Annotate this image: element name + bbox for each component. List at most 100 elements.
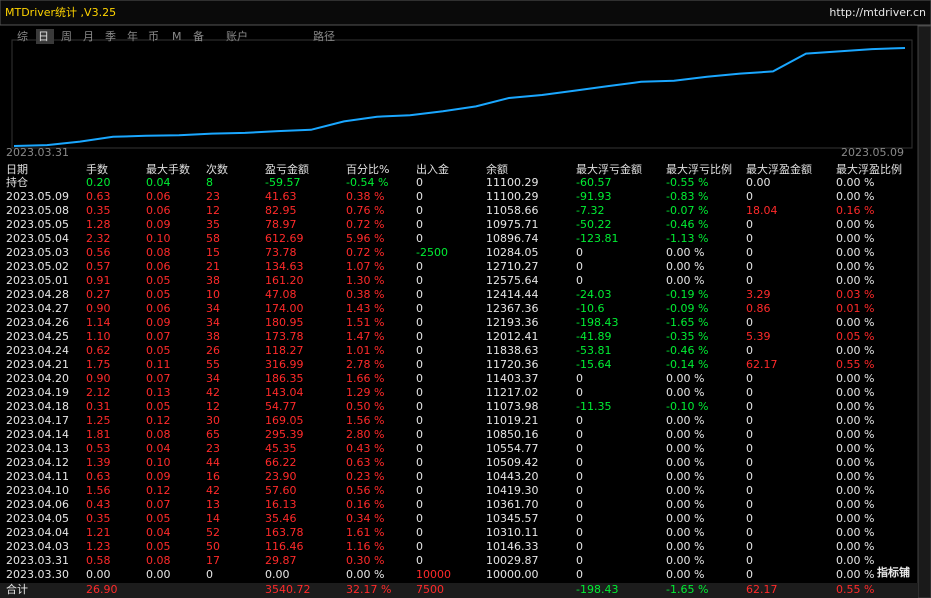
cell: 0 — [576, 470, 583, 483]
cell: 118.27 — [265, 344, 304, 357]
cell: 0 — [416, 358, 423, 371]
cell: 0.00 % — [836, 498, 874, 511]
cell: 0.00 — [265, 568, 290, 581]
cell: 1.43 % — [346, 302, 384, 315]
cell: 0.53 — [86, 442, 111, 455]
cell: -1.13 % — [666, 232, 708, 245]
cell: 11403.37 — [486, 372, 539, 385]
cell: -0.46 % — [666, 218, 708, 231]
cell: 1.61 % — [346, 526, 384, 539]
cell: 10361.70 — [486, 498, 539, 511]
cell: 11720.36 — [486, 358, 539, 371]
row-label: 2023.05.05 — [6, 218, 69, 231]
cell: 26.90 — [86, 583, 118, 596]
cell: 1.28 — [86, 218, 111, 231]
cell: 11019.21 — [486, 414, 539, 427]
cell: 0 — [576, 484, 583, 497]
row-label: 2023.04.27 — [6, 302, 69, 315]
cell: 0 — [576, 246, 583, 259]
cell: 0 — [416, 344, 423, 357]
cell: 0.00 % — [836, 386, 874, 399]
cell: 0.34 % — [346, 512, 384, 525]
row-label: 2023.04.21 — [6, 358, 69, 371]
cell: 0.12 — [146, 414, 171, 427]
cell: 66.22 — [265, 456, 297, 469]
column-header: 出入金 — [416, 162, 449, 176]
cell: 11058.66 — [486, 204, 539, 217]
cell: 0.07 — [146, 498, 171, 511]
cell: 0.06 — [146, 302, 171, 315]
cell: 10000.00 — [486, 568, 539, 581]
cell: 1.56 — [86, 484, 111, 497]
cell: 0.13 — [146, 386, 171, 399]
cell: 65 — [206, 428, 220, 441]
cell: 0.62 — [86, 344, 111, 357]
cell: 12367.36 — [486, 302, 539, 315]
column-header: 最大浮亏金额 — [576, 162, 642, 176]
cell: 0.00 % — [836, 260, 874, 273]
cell: 0.43 — [86, 498, 111, 511]
cell: -198.43 — [576, 583, 618, 596]
tab[interactable]: 周 — [61, 30, 72, 43]
cell: 295.39 — [265, 428, 304, 441]
tab[interactable]: 账户 — [226, 29, 248, 43]
cell: 0 — [746, 400, 753, 413]
row-label: 2023.04.13 — [6, 442, 69, 455]
cell: 0 — [746, 456, 753, 469]
cell: 55 — [206, 358, 220, 371]
cell: 0.00 % — [666, 456, 704, 469]
cell: 50 — [206, 540, 220, 553]
cell: 23.90 — [265, 470, 297, 483]
cell: -11.35 — [576, 400, 611, 413]
row-label: 2023.05.08 — [6, 204, 69, 217]
cell: -0.35 % — [666, 330, 708, 343]
cell: 0.00 % — [666, 540, 704, 553]
row-label: 2023.05.01 — [6, 274, 69, 287]
cell: 0.00 % — [666, 498, 704, 511]
cell: -91.93 — [576, 190, 611, 203]
cell: 1.56 % — [346, 414, 384, 427]
cell: 0 — [416, 204, 423, 217]
cell: 0 — [416, 232, 423, 245]
scrollbar[interactable] — [917, 25, 931, 598]
tab[interactable]: 备 — [193, 29, 204, 43]
cell: 10146.33 — [486, 540, 539, 553]
tab[interactable]: 日 — [38, 30, 49, 43]
cell: 32.17 % — [346, 583, 391, 596]
cell: 1.01 % — [346, 344, 384, 357]
cell: 612.69 — [265, 232, 304, 245]
cell: 0.00 % — [836, 218, 874, 231]
cell: 0.00 % — [666, 484, 704, 497]
cell: 0 — [746, 246, 753, 259]
cell: 10310.11 — [486, 526, 539, 539]
cell: 0 — [746, 344, 753, 357]
cell: 34 — [206, 316, 220, 329]
cell: -60.57 — [576, 176, 611, 189]
site-link[interactable]: http://mtdriver.cn — [829, 6, 926, 19]
cell: 13 — [206, 498, 220, 511]
cell: 54.77 — [265, 400, 297, 413]
cell: 0 — [746, 372, 753, 385]
tab[interactable]: 季 — [105, 30, 116, 43]
cell: 0 — [576, 540, 583, 553]
cell: 0.08 — [146, 246, 171, 259]
cell: 0.00 % — [836, 274, 874, 287]
column-header: 最大浮盈比例 — [836, 162, 902, 176]
tab[interactable]: M — [172, 30, 182, 43]
cell: 0.00 % — [836, 246, 874, 259]
tab[interactable]: 路径 — [313, 30, 335, 43]
tab[interactable]: 年 — [127, 29, 138, 43]
cell: 29.87 — [265, 554, 297, 567]
tab[interactable]: 币 — [148, 30, 159, 43]
cell: 10284.05 — [486, 246, 539, 259]
tab[interactable]: 月 — [83, 30, 94, 43]
cell: 0 — [416, 456, 423, 469]
cell: 42 — [206, 484, 220, 497]
cell: 0.07 — [146, 372, 171, 385]
tab[interactable]: 综 — [17, 29, 28, 43]
cell: 0.00 % — [836, 344, 874, 357]
cell: 16 — [206, 470, 220, 483]
row-label: 2023.04.17 — [6, 414, 69, 427]
